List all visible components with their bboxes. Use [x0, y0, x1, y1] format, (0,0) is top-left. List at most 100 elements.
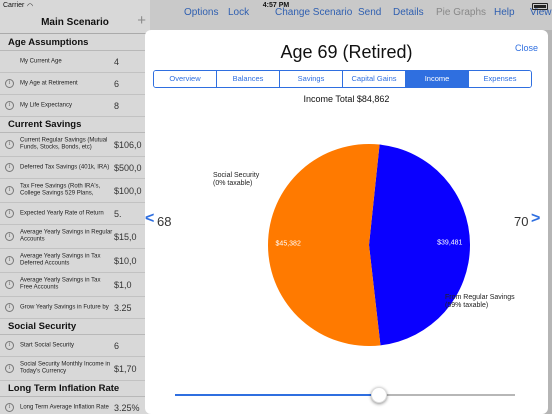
nav-details[interactable]: Details — [393, 7, 424, 18]
setting-label: Average Yearly Savings in Tax Free Accou… — [20, 277, 101, 291]
setting-value[interactable]: $15,0 — [114, 231, 137, 242]
setting-label: Long Term Average Inflation Rate — [20, 403, 109, 410]
setting-row[interactable]: i Deferred Tax Savings (401k, IRA) $500,0 — [0, 157, 150, 179]
segmented-tabs: Overview Balances Savings Capital Gains Inco… — [153, 70, 532, 88]
previous-age[interactable]: 68 — [157, 214, 172, 229]
setting-row[interactable]: i Expected Yearly Rate of Return 5. — [0, 203, 150, 225]
nav-view[interactable]: View — [530, 7, 552, 18]
info-icon[interactable]: i — [5, 303, 14, 312]
info-icon[interactable]: i — [5, 403, 14, 412]
slice-value-label: $39,481 — [437, 240, 462, 247]
setting-row[interactable]: i Average Yearly Savings in Regular Accou… — [0, 225, 150, 249]
setting-value[interactable]: 3.25 — [114, 302, 132, 313]
nav-change-scenario[interactable]: Change Scenario — [275, 7, 353, 18]
setting-label: Expected Yearly Rate of Return — [20, 209, 104, 216]
tab-overview[interactable]: Overview — [154, 71, 217, 87]
section-header: Social Security — [0, 319, 150, 335]
setting-value[interactable]: 3.25% — [114, 402, 140, 413]
info-icon[interactable]: i — [5, 364, 14, 373]
info-icon[interactable]: i — [5, 341, 14, 350]
slice-label-regular-savings: From Regular Savings (59% taxable) — [445, 294, 515, 309]
plus-icon[interactable]: + — [137, 12, 146, 29]
carrier-label: Carrier — [3, 2, 25, 9]
section-header: Long Term Inflation Rate — [0, 381, 150, 397]
info-icon[interactable]: i — [5, 186, 14, 195]
setting-row[interactable]: i Social Security Monthly Income in Today… — [0, 357, 150, 381]
setting-value[interactable]: $1,0 — [114, 279, 132, 290]
section-header: Current Savings — [0, 117, 150, 133]
tab-expenses[interactable]: Expenses — [469, 71, 531, 87]
setting-row[interactable]: i My Life Expectancy 8 — [0, 95, 150, 117]
section-header: Age Assumptions — [0, 35, 150, 51]
nav-options[interactable]: Options — [184, 7, 219, 18]
setting-row[interactable]: i Start Social Security 6 — [0, 335, 150, 357]
setting-value[interactable]: $100,0 — [114, 185, 142, 196]
setting-label: My Life Expectancy — [20, 101, 73, 108]
pie-slice-0 — [369, 144, 470, 346]
info-icon[interactable]: i — [5, 209, 14, 218]
slider-fill — [175, 394, 379, 396]
tab-income[interactable]: Income — [406, 71, 469, 87]
setting-value[interactable]: $500,0 — [114, 162, 142, 173]
setting-value[interactable]: 6 — [114, 78, 120, 89]
slider-thumb[interactable] — [371, 387, 387, 403]
setting-row[interactable]: i Tax Free Savings (Roth IRA's, College S… — [0, 179, 150, 203]
setting-label: Average Yearly Savings in Regular Accoun… — [20, 229, 113, 243]
info-icon[interactable]: i — [5, 163, 14, 172]
setting-label: Grow Yearly Savings in Future by — [20, 303, 109, 310]
setting-row[interactable]: i Current Regular Savings (Mutual Funds, … — [0, 133, 150, 157]
setting-value[interactable]: $1,70 — [114, 363, 137, 374]
pie-slice-1 — [267, 144, 381, 346]
tab-balances[interactable]: Balances — [217, 71, 280, 87]
setting-row[interactable]: i Average Yearly Savings in Tax Deferred … — [0, 249, 150, 273]
setting-label: Tax Free Savings (Roth IRA's, College Sa… — [20, 183, 101, 197]
scenario-sidebar: Main Scenario + Age Assumptions My Curren… — [0, 0, 150, 414]
wifi-icon: ◠ — [27, 3, 34, 10]
info-icon[interactable]: i — [5, 256, 14, 265]
nav-send[interactable]: Send — [358, 7, 382, 18]
info-icon[interactable]: i — [5, 140, 14, 149]
info-icon[interactable]: i — [5, 232, 14, 241]
info-icon[interactable]: i — [5, 101, 14, 110]
tab-capital-gains[interactable]: Capital Gains — [343, 71, 406, 87]
sidebar-header: Main Scenario + — [0, 12, 150, 34]
setting-value[interactable]: 4 — [114, 56, 120, 67]
close-button[interactable]: Close — [514, 43, 538, 53]
chart-title: Income Total $84,862 — [303, 94, 390, 104]
next-age[interactable]: 70 — [514, 214, 529, 229]
setting-label: Current Regular Savings (Mutual Funds, S… — [20, 137, 108, 151]
nav-help[interactable]: Help — [494, 7, 515, 18]
tab-savings[interactable]: Savings — [280, 71, 343, 87]
chevron-right-icon[interactable]: > — [531, 210, 541, 227]
slice-label-social-security: Social Security (0% taxable) — [213, 172, 260, 187]
setting-value[interactable]: $10,0 — [114, 255, 137, 266]
setting-value[interactable]: $106,0 — [114, 139, 142, 150]
setting-value[interactable]: 5. — [114, 208, 122, 219]
age-slider[interactable] — [175, 387, 515, 403]
setting-label: Social Security Monthly Income in Today'… — [20, 361, 111, 375]
nav-pie-graphs[interactable]: Pie Graphs — [436, 7, 487, 18]
setting-row[interactable]: My Current Age 4 — [0, 51, 150, 73]
setting-label: Start Social Security — [20, 341, 75, 348]
chevron-left-icon[interactable]: < — [145, 210, 155, 227]
battery-icon — [532, 3, 548, 10]
setting-value[interactable]: 6 — [114, 340, 120, 351]
setting-row[interactable]: i Long Term Average Inflation Rate 3.25% — [0, 397, 150, 414]
setting-label: Deferred Tax Savings (401k, IRA) — [20, 163, 110, 170]
clock: 4:57 PM — [262, 2, 290, 9]
sidebar-title: Main Scenario — [41, 17, 109, 28]
modal-title: Age 69 (Retired) — [280, 42, 413, 62]
slice-value-label: $45,382 — [276, 240, 301, 247]
income-pie-chart: $39,481 $45,382 — [267, 144, 470, 346]
info-icon[interactable]: i — [5, 280, 14, 289]
setting-row[interactable]: i Grow Yearly Savings in Future by 3.25 — [0, 297, 150, 319]
setting-value[interactable]: 8 — [114, 100, 120, 111]
setting-row[interactable]: i My Age at Retirement 6 — [0, 73, 150, 95]
pie-graph-modal: Age 69 (Retired) Close Overview Balances S… — [145, 30, 548, 414]
nav-lock[interactable]: Lock — [228, 7, 250, 18]
setting-label: My Age at Retirement — [20, 79, 78, 86]
setting-row[interactable]: i Average Yearly Savings in Tax Free Acco… — [0, 273, 150, 297]
top-navigation: Options Lock Change Scenario Send Detail… — [150, 0, 552, 30]
info-icon[interactable]: i — [5, 79, 14, 88]
